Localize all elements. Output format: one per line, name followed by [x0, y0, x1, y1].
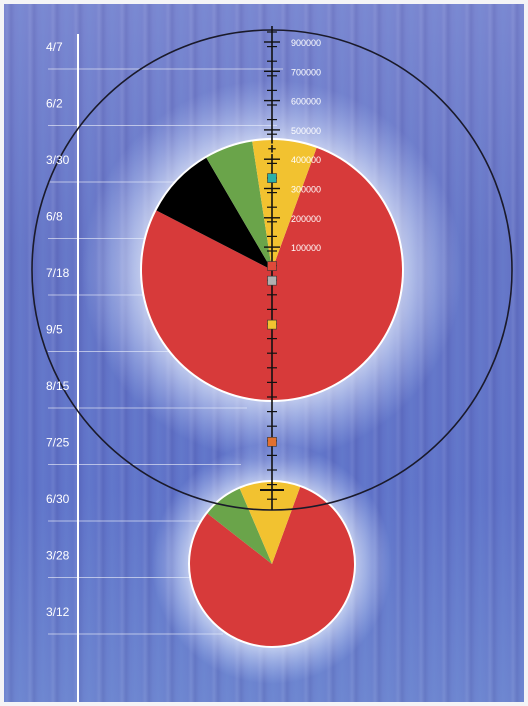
value-axis-tick-label: 200000: [291, 214, 321, 224]
pie-slice: [190, 486, 355, 646]
chart-svg: 900000 700000 600000 500000 400000 300000 2000…: [31, 26, 513, 702]
pie-slice: [239, 481, 301, 564]
timeline-labels: 4/7 6/2 3/30 6/8 7/18 9/5 8/15 7/25 6/30 3/28 3/12: [46, 40, 70, 619]
timeline-date-label: 6/2: [46, 97, 63, 111]
timeline-date-label: 3/12: [46, 605, 70, 619]
value-axis-tick-label: 400000: [291, 155, 321, 165]
value-axis-marker: [267, 436, 277, 447]
timeline-date-label: 4/7: [46, 40, 63, 54]
timeline-date-label: 6/30: [46, 492, 70, 506]
pie-slice: [156, 157, 272, 270]
timeline-date-label: 8/15: [46, 379, 70, 393]
value-axis-tick-label: 900000: [291, 38, 321, 48]
pie-slice: [252, 139, 317, 270]
value-axis-marker: [267, 261, 277, 271]
pie-slice: [207, 488, 272, 564]
value-axis-marker: [267, 319, 277, 330]
value-axis-tick-label: 100000: [291, 243, 321, 253]
timeline-date-label: 6/8: [46, 210, 63, 224]
timeline-date-label: 7/18: [46, 266, 70, 280]
timeline-date-label: 3/30: [46, 153, 70, 167]
timeline-date-label: 3/28: [46, 549, 70, 563]
value-axis-tick-label: 500000: [291, 126, 321, 136]
value-axis-marker: [266, 143, 278, 155]
value-axis: 900000 700000 600000 500000 400000 300000 2000…: [260, 26, 321, 510]
value-axis-tick-label: 300000: [291, 185, 321, 195]
value-axis-tick-label: 700000: [291, 67, 321, 77]
pie-slice: [206, 141, 272, 270]
timeline-date-label: 7/25: [46, 436, 70, 450]
value-axis-marker: [267, 173, 277, 183]
value-axis-tick-label: 600000: [291, 97, 321, 107]
value-axis-marker: [267, 275, 277, 286]
timeline-date-label: 9/5: [46, 323, 63, 337]
chart-canvas: 900000 700000 600000 500000 400000 300000 2000…: [4, 4, 524, 702]
